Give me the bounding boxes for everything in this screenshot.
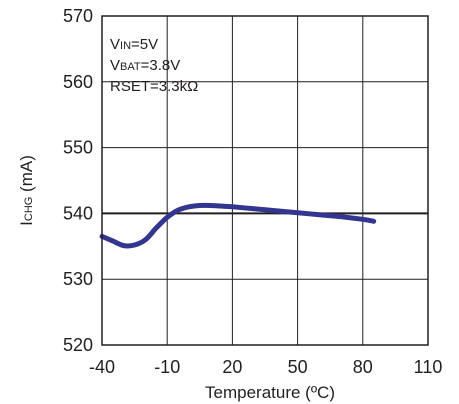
annotation-line: RSET=3.3kΩ [110,78,198,95]
y-axis-label-main: I [17,221,36,226]
series-line [99,202,377,249]
annotation-sub: IN [120,40,131,52]
y-axis-label-rest: (mA) [17,155,36,197]
x-tick-label: 50 [288,357,308,377]
y-tick-label: 550 [63,138,93,158]
y-tick-label: 570 [63,6,93,26]
x-tick-labels: -40 -10 20 50 80 110 [89,357,442,377]
y-tick-label: 540 [63,203,93,223]
y-tick-label: 520 [63,335,93,355]
x-axis-label: Temperature (ºC) [205,383,335,402]
annotation-main: V [110,57,120,74]
plot-frame [101,15,429,346]
annotation-rest: =5V [131,36,158,53]
x-tick-label: 80 [353,357,373,377]
annotation-rest: =3.8V [141,57,181,74]
x-tick-label: -10 [154,357,180,377]
x-tick-label: 20 [222,357,242,377]
y-tick-label: 530 [63,269,93,289]
y-tick-label: 560 [63,72,93,92]
x-tick-label: 110 [414,357,443,377]
y-axis-label: ICHG (mA) [17,155,36,226]
annotation-main: V [110,36,120,53]
annotation-main: RSET=3.3kΩ [110,78,198,95]
gridlines [101,15,429,346]
y-tick-labels: 520 530 540 550 560 570 [63,6,93,355]
annotation-line: VIN=5V [110,36,158,53]
x-tick-label: -40 [89,357,115,377]
annotation-sub: BAT [120,61,141,73]
y-axis-label-sub: CHG [23,197,35,221]
annotation-line: VBAT=3.8V [110,57,180,74]
series-group [99,202,377,249]
